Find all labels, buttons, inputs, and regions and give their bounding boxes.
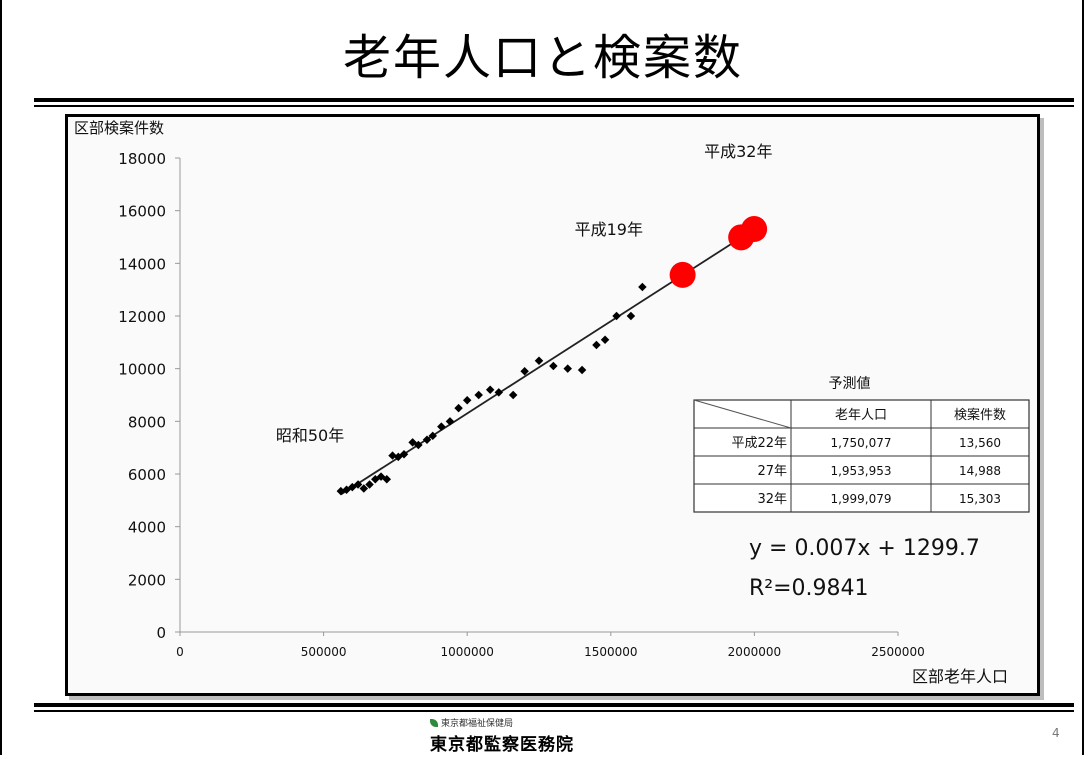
table-title: 予測値 [829,376,871,392]
x-tick-label: 2000000 [728,645,781,659]
y-tick-label: 12000 [118,308,166,326]
y-tick-label: 10000 [118,361,166,379]
table-header-cell: 検案件数 [954,408,1006,423]
observed-point [388,451,397,460]
y-tick-label: 16000 [118,203,166,221]
table-cell: 1,953,953 [830,464,891,478]
table-corner-diagonal [693,399,792,429]
x-tick-label: 0 [176,645,184,659]
y-tick-label: 8000 [128,413,166,431]
r-squared-label: R²=0.9841 [749,576,869,601]
leaf-icon [430,718,438,727]
slide-title: 老年人口と検案数 [342,30,743,86]
observed-point [445,417,455,426]
table-row-label: 平成22年 [731,436,787,451]
title-rule-thin [34,105,1074,107]
x-tick-label: 1000000 [440,645,493,659]
scatter-chart: 0 2000 4000 6000 8000 10000 12000 14000 16000 180… [74,119,1030,686]
observed-point [563,364,572,373]
observed-point [494,388,504,397]
organization-name: 東京都監察医務院 [430,735,574,755]
regression-equation: y = 0.007x + 1299.7 [749,536,980,561]
footer-rule-thin [34,710,1074,712]
organization-subtitle-text: 東京都福祉保健局 [441,719,514,729]
footer-rule-thick [34,703,1074,707]
observed-point [428,431,437,441]
observed-point [437,422,446,431]
observed-point [612,311,621,321]
observed-point [462,396,472,405]
observed-point [454,403,463,413]
observed-point [474,390,483,400]
table-row-label: 27年 [757,464,787,479]
table-cell: 1,999,079 [830,492,891,506]
observed-point [399,450,409,459]
observed-point [353,480,363,489]
observed-point [414,440,423,450]
table-cell: 14,988 [959,464,1001,478]
y-tick-label: 6000 [128,466,166,484]
observed-point [485,385,495,394]
table-cell: 15,303 [959,492,1001,506]
y-tick-label: 0 [156,624,166,642]
y-tick-label: 18000 [118,150,166,168]
observed-point [600,335,610,344]
year-annotation: 平成32年 [704,142,772,161]
predicted-point [741,216,768,243]
page-number: 4 [1052,726,1060,740]
y-axis-label: 区部検案件数 [74,119,164,137]
observed-point [577,365,587,375]
title-rule-thick [34,98,1074,102]
year-annotation: 昭和50年 [276,426,344,445]
observed-point [626,311,636,321]
table-header-cell: 老年人口 [835,408,887,423]
observed-point [534,356,544,366]
organization-subtitle: 東京都福祉保健局 [430,716,630,729]
predicted-point [669,261,696,288]
observed-point [359,484,369,493]
observed-point [638,282,647,292]
year-annotation: 平成19年 [575,220,643,239]
chart-frame: 0 2000 4000 6000 8000 10000 12000 14000 16000 180… [65,114,1040,696]
table-cell: 13,560 [959,436,1001,450]
x-axis-label: 区部老年人口 [912,667,1008,686]
organization-logo: 東京都福祉保健局 東京都監察医務院 [430,716,630,755]
y-tick-label: 2000 [128,571,166,589]
table-row-label: 32年 [757,492,787,507]
observed-point [336,486,346,496]
observed-point [382,475,392,484]
observed-point [592,340,601,350]
x-tick-label: 1500000 [584,645,637,659]
y-tick-label: 14000 [118,255,166,273]
y-tick-label: 4000 [128,519,166,537]
observed-point [365,480,374,489]
x-tick-label: 2500000 [871,645,924,659]
table-cell: 1,750,077 [830,436,891,450]
observed-point [422,435,432,445]
observed-point [508,390,518,400]
x-tick-label: 500000 [301,645,347,659]
observed-point [549,361,558,371]
